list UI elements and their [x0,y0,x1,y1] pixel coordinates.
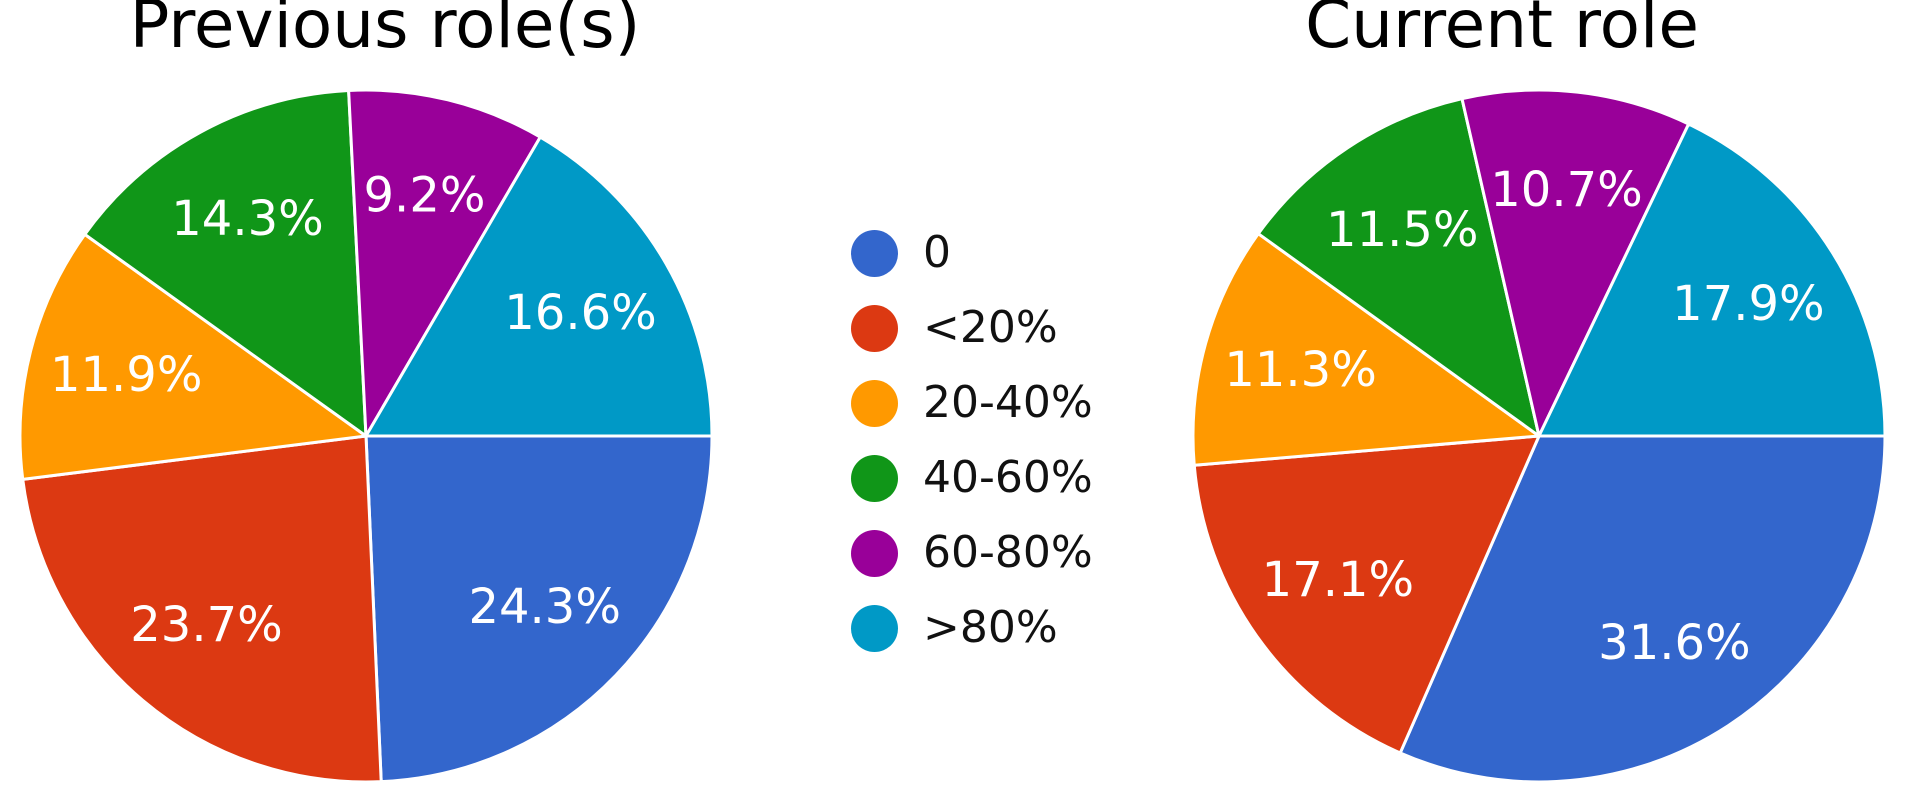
legend-label: 60-80% [923,527,1093,578]
pie-slice [21,434,383,784]
pie-slice [18,232,368,481]
legend-item-0: 0 [851,229,1093,277]
legend-swatch-gt80-icon [851,604,898,652]
pie-slice-label: 11.3% [1224,342,1376,398]
pie-slice [83,88,368,438]
legend-item-20-40: 20-40% [851,379,1093,427]
legend-label: 20-40% [923,377,1093,428]
pie-slice [1460,88,1691,438]
legend-item-gt80: >80% [851,604,1093,652]
pie-slice [364,135,714,438]
chart-legend: 0 <20% 20-40% 40-60% 60-80% >80% [851,229,1093,652]
pie-slice-label: 14.3% [171,191,323,247]
legend-swatch-20-40-icon [851,379,898,427]
legend-item-40-60: 40-60% [851,454,1093,502]
pie-slice [347,88,542,438]
chart-title-current-role: Current role [1305,0,1699,63]
pie-slice [364,434,714,784]
pie-slice-label: 17.1% [1262,552,1414,608]
pie-slice-label: 11.9% [50,347,202,403]
legend-swatch-0-icon [851,229,898,277]
pie-slice [1192,434,1541,755]
pie-chart-previous-roles: 24.3% 23.7% 11.9% 14.3% 9.2% 16.6% [18,88,714,784]
pie-slice-label: 23.7% [130,597,282,653]
pie-slice [1537,122,1887,438]
legend-swatch-lt20-icon [851,304,898,352]
legend-label: >80% [923,602,1058,653]
pie-chart-current-role: 31.6% 17.1% 11.3% 11.5%10.7% 17.9% [1191,88,1887,784]
pie-slice [1256,97,1541,438]
pie-slice [1191,232,1541,467]
chart-title-previous-roles: Previous role(s) [129,0,641,63]
legend-swatch-40-60-icon [851,454,898,502]
pie-slice [1398,434,1887,784]
pie-slice-label: 16.6% [504,285,656,341]
legend-label: <20% [923,302,1058,353]
legend-swatch-60-80-icon [851,529,898,577]
pie-slice-label: 17.9% [1672,276,1824,332]
pie-slice-label: 9.2% [364,168,486,224]
pie-slice-label: 24.3% [468,579,620,635]
legend-item-60-80: 60-80% [851,529,1093,577]
pie-slice-label: 11.5% [1326,202,1478,258]
pie-slice-label: 31.6% [1598,615,1750,671]
legend-item-lt20: <20% [851,304,1093,352]
legend-label: 0 [923,227,951,278]
legend-label: 40-60% [923,452,1093,503]
pie-slice-label: 10.7% [1490,162,1642,218]
